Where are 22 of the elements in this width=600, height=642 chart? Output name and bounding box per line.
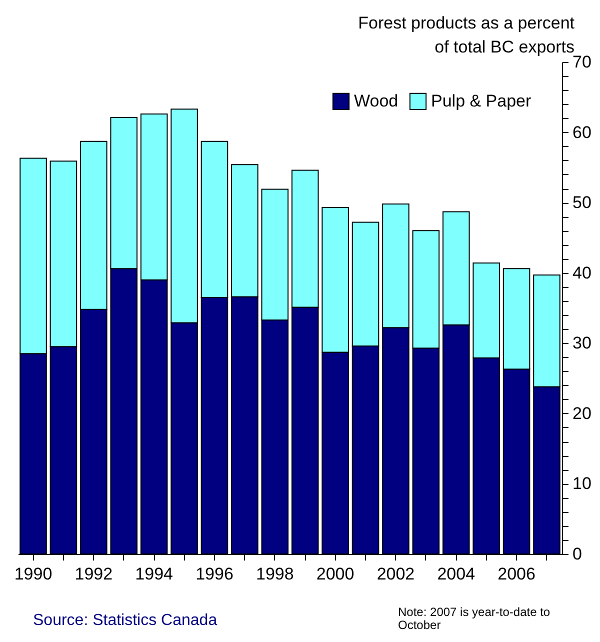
y-tick-label: 20 — [572, 404, 592, 423]
y-tick-label: 0 — [572, 544, 582, 564]
x-tick-label: 1990 — [14, 564, 52, 584]
x-tick-label: 2002 — [376, 564, 415, 584]
y-tick-label: 30 — [572, 334, 592, 353]
y-tick-label: 10 — [572, 474, 592, 494]
source-note: Source: Statistics Canada — [33, 612, 218, 630]
x-tick-label: 2000 — [316, 564, 354, 584]
x-tick-label: 1998 — [256, 564, 294, 584]
legend-label: Wood — [354, 91, 398, 110]
x-tick-label: 1994 — [135, 564, 173, 584]
y-tick-label: 50 — [572, 193, 592, 212]
y-tick-label: 40 — [572, 263, 592, 282]
legend-label: Pulp & Paper — [431, 91, 532, 110]
y-tick-label: 60 — [572, 122, 592, 142]
y-tick-label: 70 — [572, 52, 592, 72]
x-tick-label: 2006 — [498, 564, 536, 584]
x-tick-label: 2004 — [437, 564, 476, 584]
text: Note: 2007 is year-to-date to October — [398, 605, 552, 632]
x-tick-label: 1996 — [196, 564, 234, 584]
y-axis-title: Forest products as a percent of total BC exports — [358, 14, 575, 56]
x-tick-label: 1992 — [74, 564, 113, 584]
